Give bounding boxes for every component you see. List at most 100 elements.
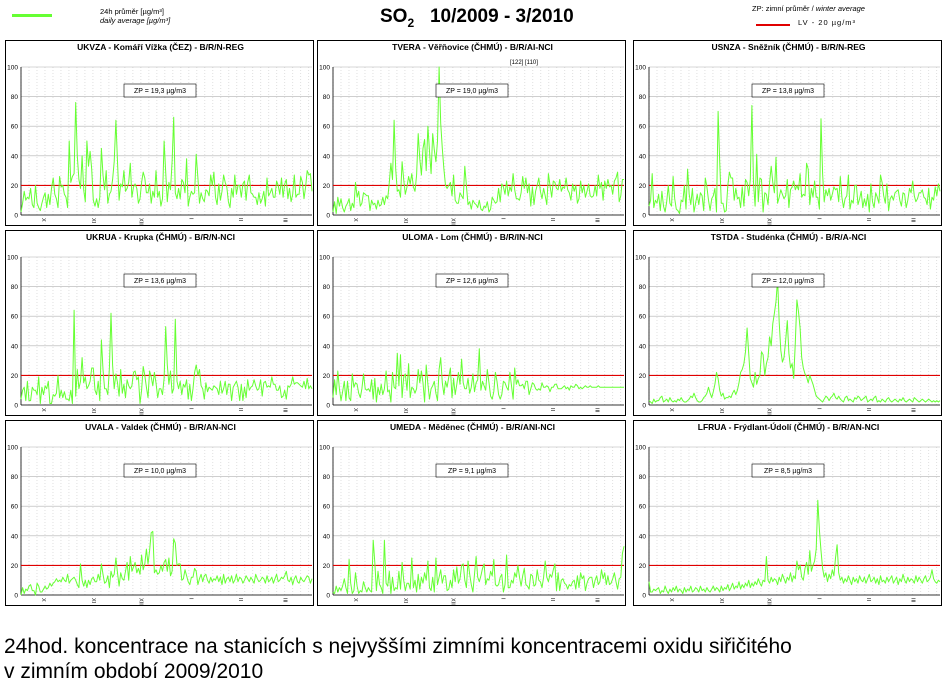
y-tick-label: 60 (323, 504, 331, 511)
y-tick-label: 40 (11, 153, 19, 160)
winter-average-box: ZP = 12,6 µg/m3 (435, 273, 509, 288)
winter-average-box: ZP = 19,3 µg/m3 (123, 83, 197, 98)
month-tick-label: XII (450, 408, 456, 415)
winter-average-frame (435, 83, 509, 98)
y-tick-label: 80 (639, 94, 647, 101)
month-tick-label: II (549, 408, 555, 412)
y-tick-label: 80 (11, 284, 19, 291)
y-tick-label: 60 (323, 124, 331, 131)
winter-average-label: ZP = 8,5 µg/m3 (764, 468, 812, 475)
winter-average-frame (123, 273, 197, 288)
series-line (20, 530, 313, 596)
month-tick-label: X (668, 408, 674, 412)
winter-average-label: ZP = 10,0 µg/m3 (134, 468, 186, 475)
y-tick-label: 40 (11, 533, 19, 540)
month-tick-label: XII (450, 218, 456, 225)
y-tick-label: 100 (635, 255, 646, 262)
y-tick-label: 20 (639, 373, 647, 380)
month-tick-label: I (499, 598, 505, 600)
y-tick-label: 0 (642, 593, 646, 600)
month-tick-label: XII (766, 218, 772, 225)
y-tick-label: 20 (639, 563, 647, 570)
y-tick-label: 20 (11, 563, 19, 570)
month-tick-label: X (352, 218, 358, 222)
title-period: 10/2009 - 3/2010 (429, 6, 574, 27)
month-tick-label: III (594, 598, 600, 603)
month-tick-label: III (282, 408, 288, 413)
winter-average-label: ZP = 13,8 µg/m3 (762, 88, 814, 95)
winter-average-box: ZP = 8,5 µg/m3 (751, 463, 825, 478)
month-tick-label: I (499, 408, 505, 410)
month-tick-label: XI (402, 218, 408, 224)
month-tick-label: XII (138, 408, 144, 415)
y-tick-label: 100 (319, 445, 330, 452)
y-tick-label: 60 (11, 504, 19, 511)
series-line (648, 105, 941, 214)
month-tick-label: XI (718, 408, 724, 414)
month-tick-label: X (40, 218, 46, 222)
chart-svg: UKRUA - Krupka (ČHMÚ) - B/R/N-NCI 0 20 40 60… (7, 231, 313, 415)
month-tick-label: XII (138, 598, 144, 605)
month-tick-label: I (815, 218, 821, 220)
winter-label-en: winter average (815, 4, 865, 13)
month-tick-label: X (352, 408, 358, 412)
month-tick-label: II (237, 408, 243, 412)
y-tick-label: 60 (323, 314, 331, 321)
chart-title: TVERA - Věřňovice (ČHMÚ) - B/R/AI-NCI (392, 41, 553, 52)
winter-average-box: ZP = 19,0 µg/m3 (435, 83, 509, 98)
y-tick-label: 100 (635, 445, 646, 452)
series-legend-label-en: daily average [µg/m³] (100, 16, 171, 25)
chart-panel: UKVZA - Komáří Vížka (ČEZ) - B/R/N-REG 0 2… (5, 40, 314, 226)
y-tick-label: 100 (635, 65, 646, 72)
y-tick-label: 0 (642, 213, 646, 220)
chart-svg: ULOMA - Lom (ČHMÚ) - B/R/IN-NCI 0 20 40 60 80… (319, 231, 624, 415)
month-tick-label: I (499, 218, 505, 220)
y-tick-label: 80 (323, 94, 331, 101)
caption-line-1: 24hod. koncentrace na stanicích s nejvyš… (4, 635, 792, 658)
y-tick-label: 0 (326, 593, 330, 600)
series-legend-label-cz: 24h průměr [µg/m³] (100, 7, 164, 16)
winter-average-frame (751, 83, 825, 98)
caption-line-2: v zimním období 2009/2010 (4, 660, 264, 683)
month-tick-label: X (40, 598, 46, 602)
y-tick-label: 80 (11, 474, 19, 481)
winter-average-label: ZP = 12,6 µg/m3 (446, 278, 498, 285)
winter-label-cz: ZP: zimní průměr / (752, 4, 814, 13)
y-tick-label: 100 (319, 65, 330, 72)
y-tick-label: 20 (639, 183, 647, 190)
month-tick-label: II (865, 408, 871, 412)
chart-panel: UKRUA - Krupka (ČHMÚ) - B/R/N-NCI 0 20 40 60… (5, 230, 314, 416)
month-tick-label: XI (402, 598, 408, 604)
chart-title: LFRUA - Frýdlant-Údolí (ČHMÚ) - B/R/AN-N… (698, 421, 879, 432)
chart-svg: LFRUA - Frýdlant-Údolí (ČHMÚ) - B/R/AN-N… (635, 421, 941, 605)
y-tick-label: 60 (639, 504, 647, 511)
chart-panel: UVALA - Valdek (ČHMÚ) - B/R/AN-NCI 0 20 40 6… (5, 420, 314, 606)
y-tick-label: 40 (323, 153, 331, 160)
y-tick-label: 40 (639, 153, 647, 160)
month-tick-label: III (910, 218, 916, 223)
month-tick-label: XI (90, 408, 96, 414)
series-legend-swatch (12, 14, 52, 17)
month-tick-label: XI (718, 598, 724, 604)
y-tick-label: 0 (642, 403, 646, 410)
month-tick-label: XII (450, 598, 456, 605)
y-tick-label: 60 (639, 314, 647, 321)
winter-average-box: ZP = 10,0 µg/m3 (123, 463, 197, 478)
chart-panel: ULOMA - Lom (ČHMÚ) - B/R/IN-NCI 0 20 40 60 80… (317, 230, 626, 416)
month-tick-label: II (865, 218, 871, 222)
y-tick-label: 60 (11, 314, 19, 321)
y-tick-label: 40 (323, 533, 331, 540)
winter-average-label: ZP = 9,1 µg/m3 (448, 468, 496, 475)
y-tick-label: 60 (639, 124, 647, 131)
y-tick-label: 100 (7, 255, 18, 262)
series-line (332, 348, 624, 403)
month-tick-label: XI (718, 218, 724, 224)
month-tick-label: XI (90, 218, 96, 224)
y-tick-label: 40 (11, 343, 19, 350)
month-tick-label: II (549, 218, 555, 222)
winter-average-box: ZP = 13,8 µg/m3 (751, 83, 825, 98)
chart-title: UKVZA - Komáří Vížka (ČEZ) - B/R/N-REG (77, 41, 244, 52)
limit-legend: ZP: zimní průměr / winter average LV - 2… (752, 4, 947, 32)
y-tick-label: 0 (326, 213, 330, 220)
winter-average-label: ZP = 12,0 µg/m3 (762, 278, 814, 285)
